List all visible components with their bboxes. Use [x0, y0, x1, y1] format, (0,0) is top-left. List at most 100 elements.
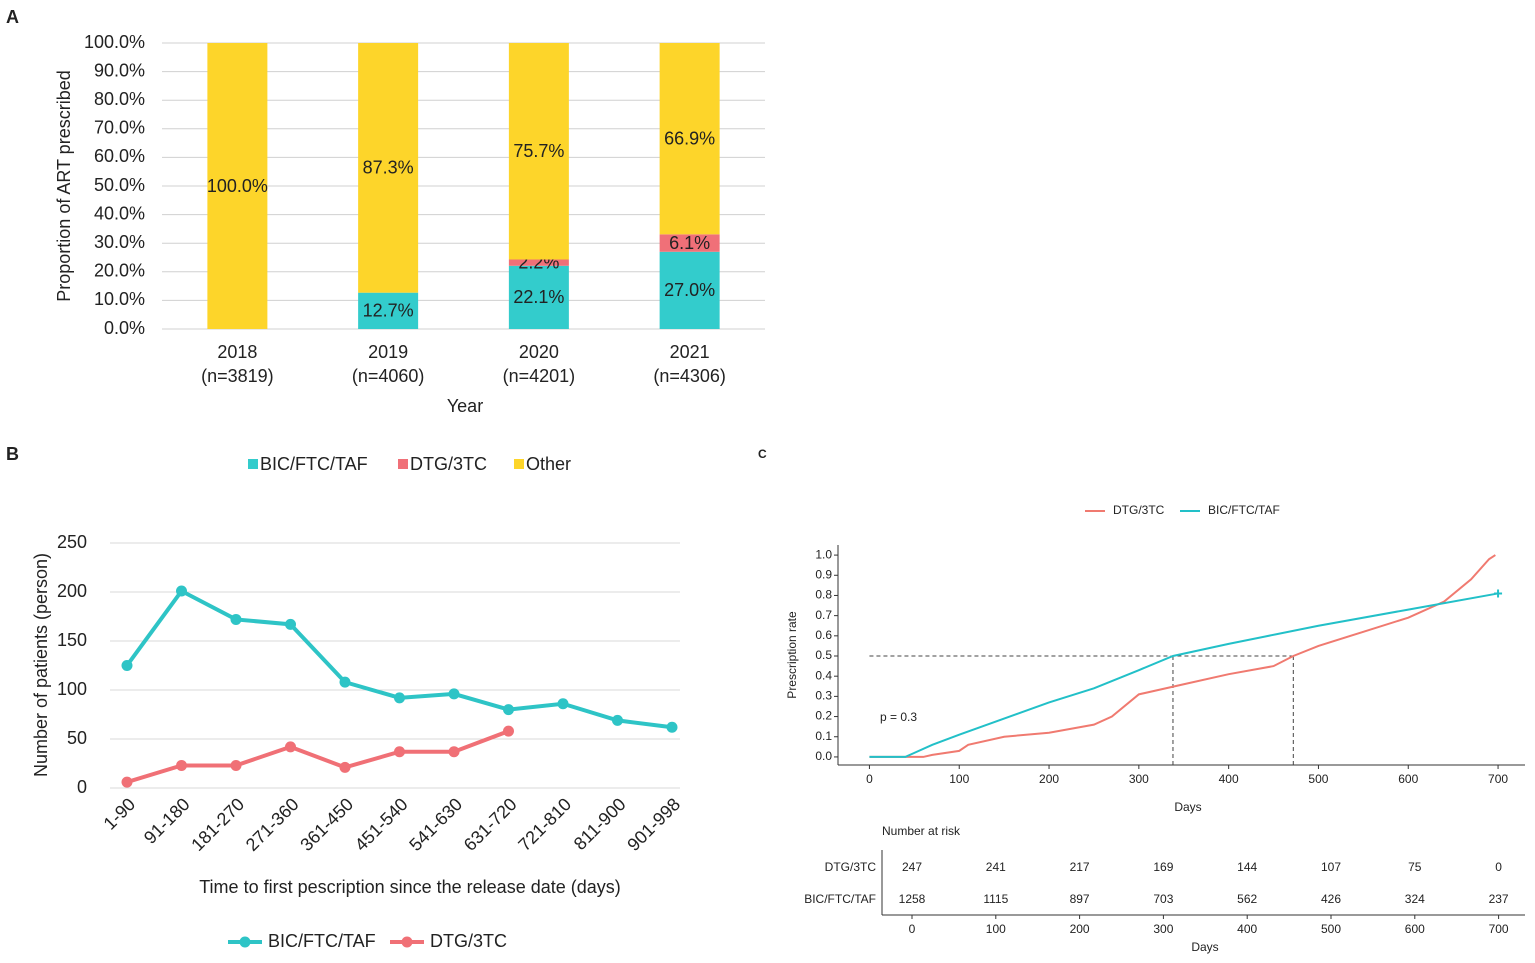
point: [339, 676, 351, 688]
y-tick-label: 30.0%: [94, 232, 145, 252]
y-tick-label: 70.0%: [94, 118, 145, 138]
table-x-title: Days: [1191, 940, 1218, 954]
y-axis-title: Proportion of ART prescribed: [54, 70, 74, 301]
x-tick-label: 2018: [217, 342, 257, 362]
y-tick-label: 0: [77, 777, 87, 797]
panel-label: A: [6, 7, 19, 27]
bar-segment: [659, 43, 720, 235]
x-tick-label: 901-998: [623, 794, 684, 855]
point: [557, 698, 569, 710]
legend-swatch: [248, 459, 258, 469]
table-tick-label: 700: [1489, 922, 1509, 936]
y-tick-label: 0.2: [815, 709, 832, 723]
risk-value: 75: [1408, 860, 1422, 874]
table-tick-label: 500: [1321, 922, 1341, 936]
x-tick-label: 400: [1219, 772, 1239, 786]
point: [339, 761, 351, 773]
risk-value: 324: [1405, 892, 1425, 906]
legend-swatch: [514, 459, 524, 469]
x-axis-title: Year: [447, 396, 483, 416]
y-tick-label: 0.1: [815, 729, 832, 743]
y-tick-label: 60.0%: [94, 146, 145, 166]
bar-segment: [508, 43, 569, 260]
bar-segment: [207, 43, 268, 329]
legend-label: Other: [526, 454, 571, 474]
y-tick-label: 0.8: [815, 588, 832, 602]
point: [666, 721, 678, 733]
bar-segment: [659, 234, 720, 252]
x-tick-label: 721-810: [514, 794, 575, 855]
table-tick-label: 300: [1153, 922, 1173, 936]
y-tick-label: 80.0%: [94, 89, 145, 109]
risk-value: 241: [986, 860, 1006, 874]
y-tick-label: 20.0%: [94, 261, 145, 281]
x-tick-label: 0: [866, 772, 873, 786]
legend-label: DTG/3TC: [1113, 503, 1165, 517]
legend-label: BIC/FTC/TAF: [1208, 503, 1280, 517]
risk-value: 426: [1321, 892, 1341, 906]
point: [121, 660, 133, 671]
point: [612, 714, 623, 726]
data-label: 87.3%: [363, 158, 414, 178]
risk-value: 107: [1321, 860, 1341, 874]
y-tick-label: 90.0%: [94, 60, 145, 80]
risk-row-name: BIC/FTC/TAF: [804, 892, 876, 906]
y-tick-label: 0.3: [815, 689, 832, 703]
data-label: 75.7%: [513, 141, 564, 161]
x-tick-label: 300: [1129, 772, 1149, 786]
x-tick-label: 811-900: [570, 794, 630, 854]
panel-label: B: [6, 444, 19, 464]
point: [394, 746, 405, 758]
point: [503, 704, 514, 716]
risk-value: 897: [1070, 892, 1090, 906]
legend-label: BIC/FTC/TAF: [260, 454, 368, 474]
x-tick-label: 361-450: [296, 794, 357, 855]
legend-label: DTG/3TC: [410, 454, 487, 474]
y-tick-label: 0.0: [815, 749, 832, 763]
point: [394, 692, 405, 704]
point: [285, 741, 296, 753]
y-axis-title: Prescription rate: [785, 611, 799, 699]
risk-value: 703: [1153, 892, 1173, 906]
y-tick-label: 0.0%: [104, 318, 145, 338]
risk-value: 1258: [899, 892, 926, 906]
x-tick-label: 451-540: [351, 794, 412, 855]
table-tick-label: 0: [909, 922, 916, 936]
x-tick-label: 1-90: [100, 794, 140, 834]
y-tick-label: 0.7: [815, 608, 832, 622]
x-axis-title: Days: [1174, 800, 1201, 814]
annotation: p = 0.3: [880, 710, 917, 724]
y-tick-label: 50.0%: [94, 175, 145, 195]
y-tick-label: 100.0%: [84, 32, 145, 52]
table-tick-label: 100: [986, 922, 1006, 936]
data-label: 22.1%: [513, 287, 564, 307]
point: [176, 585, 187, 597]
bar-segment: [358, 43, 419, 293]
x-tick-label: 631-720: [460, 794, 521, 855]
point: [176, 759, 187, 771]
risk-value: 217: [1070, 860, 1090, 874]
x-tick-label: 100: [949, 772, 969, 786]
legend-marker: [239, 936, 251, 948]
y-tick-label: 0.5: [815, 648, 832, 662]
x-tick-label: 200: [1039, 772, 1059, 786]
x-tick-label: 600: [1398, 772, 1418, 786]
legend-label: DTG/3TC: [430, 931, 507, 951]
panel-label: C: [758, 447, 767, 461]
series-line: [126, 729, 510, 785]
survival-curve: [869, 554, 1496, 758]
table-tick-label: 400: [1237, 922, 1257, 936]
y-tick-label: 40.0%: [94, 203, 145, 223]
panel-b: B 0 50 100 150 200 250 1-90 91-180181-270271-360…: [6, 444, 684, 951]
bar-segment: [659, 251, 720, 329]
risk-value: 169: [1153, 860, 1173, 874]
bar-segment: [508, 265, 569, 329]
y-tick-label: 0.9: [815, 567, 832, 581]
data-label: 100.0%: [207, 176, 268, 196]
y-tick-label: 100: [57, 679, 87, 699]
point: [448, 746, 460, 758]
y-tick-label: 10.0%: [94, 289, 145, 309]
y-tick-label: 50: [67, 728, 87, 748]
risk-value: 247: [902, 860, 922, 874]
y-axis-title: Number of patients (person): [31, 553, 51, 777]
